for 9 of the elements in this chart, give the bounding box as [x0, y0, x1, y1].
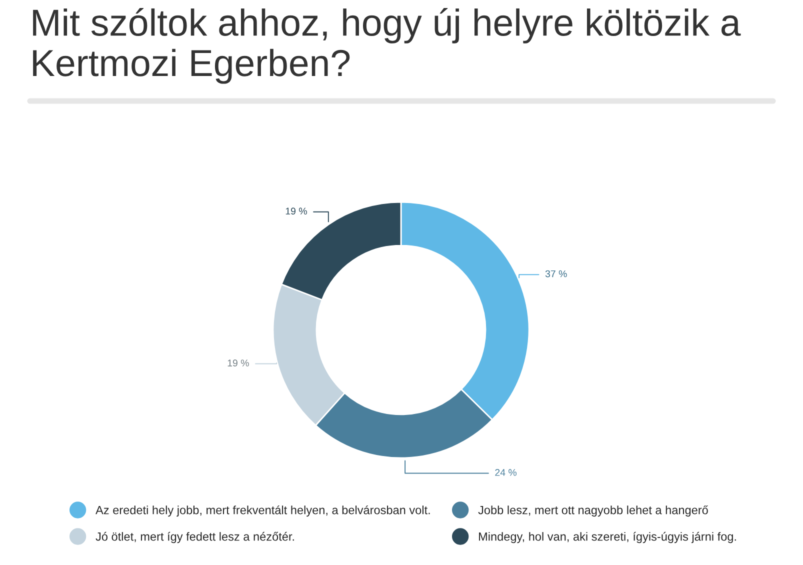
legend-label: Jó ötlet, mert így fedett lesz a nézőtér.: [96, 532, 294, 544]
data-label: 37 %: [545, 270, 567, 278]
legend-label: Az eredeti hely jobb, mert frekventált helyen, a belvárosban volt.: [96, 505, 430, 517]
legend-label: Mindegy, hol van, aki szereti, ígyis-úgyis járni fog.: [479, 532, 736, 544]
data-label: 19 %: [286, 208, 307, 215]
chart-title: Mit szóltok ahhoz, hogy új helyre költözik a Kertmozi Egerben?: [33, 8, 741, 84]
data-label: 19 %: [228, 360, 249, 366]
data-label: 24 %: [495, 469, 517, 476]
legend-label: Jobb lesz, mert ott nagyobb lehet a hangerő: [478, 505, 708, 517]
